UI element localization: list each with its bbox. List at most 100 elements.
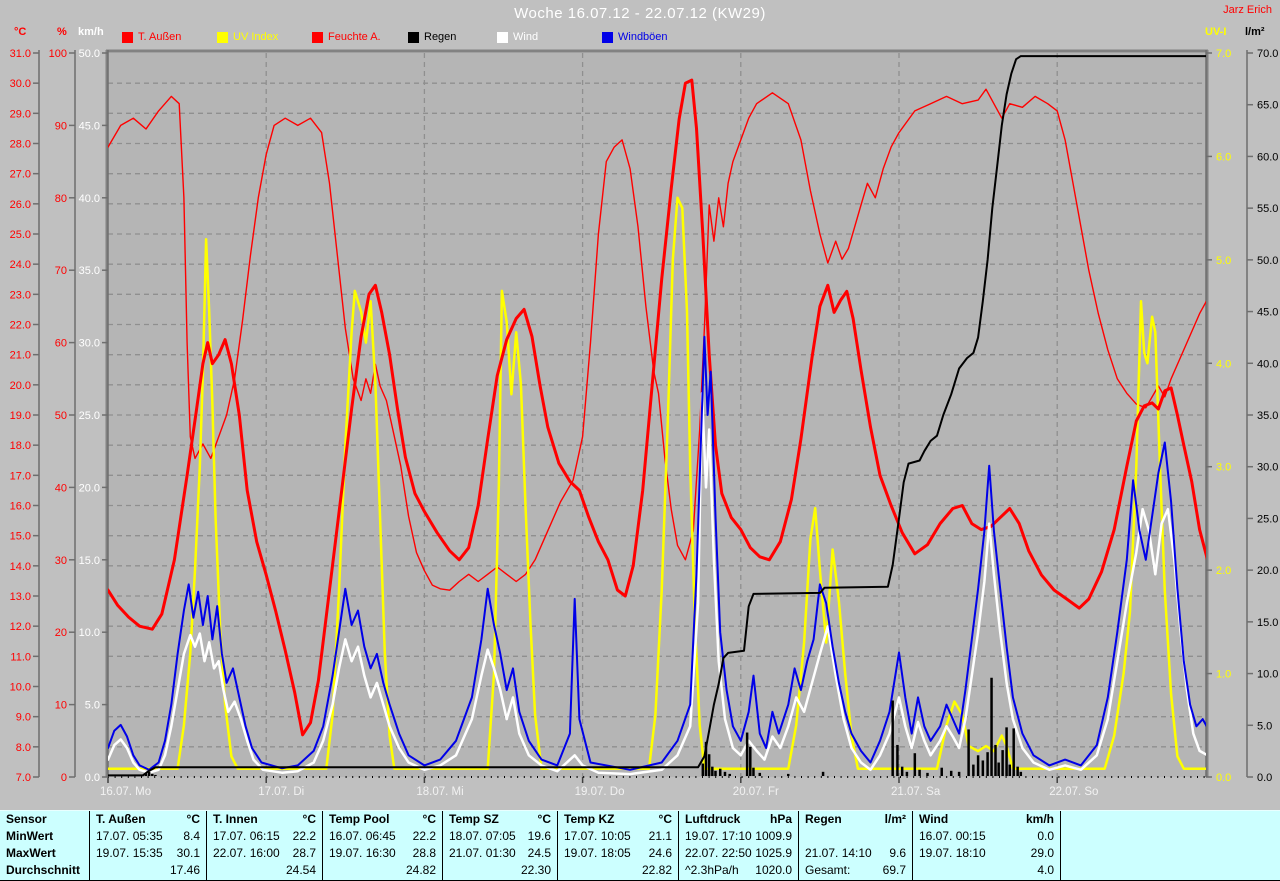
axis-tick-label: 27.0 [10,169,31,181]
series-layer [108,55,1206,777]
table-row-label: Sensor [6,812,47,826]
axis-tick-label: 6.0 [1216,151,1231,163]
x-tick-label: 18.07. Mi [416,786,463,798]
table-row: 22.82 [558,862,678,879]
axis-tick-label: 30.0 [79,338,100,350]
axis-tick-label: 20.0 [10,380,31,392]
axis-tick-label: 19.0 [10,410,31,422]
table-row: MaxWert [0,845,89,862]
table-row: 17.07. 10:05 21.1 [558,828,678,845]
axis-tick-label: 20.0 [1257,565,1278,577]
max-timestamp: 22.07. 16:00 [213,846,280,860]
sensor-unit: °C [658,812,672,826]
legend-item: Regen [408,31,456,43]
axis-tick-label: 18.0 [10,440,31,452]
table-row: 19.07. 18:10 29.0 [913,845,1060,862]
axis-tick-label: 1.0 [1216,669,1231,681]
axis-percent: 0 10 20 30 40 50 60 70 80 90 100 [49,48,76,784]
axis-tick-label: 0.0 [1216,772,1231,784]
axis-tick-label: 10.0 [1257,669,1278,681]
axis-uv: 0.0 1.0 2.0 3.0 4.0 5.0 6.0 7.0 [1205,48,1231,784]
axis-tick-label: 3.0 [1216,462,1231,474]
axis-tick-label: 30 [55,555,67,567]
legend-item: UV Index [217,31,278,43]
min-timestamp: 17.07. 05:35 [96,829,163,843]
avg-value: 22.82 [641,863,672,877]
table-column: Temp KZ °C 17.07. 10:05 21.1 19.07. 18:05 24.… [557,811,678,880]
axis-unit-percent: % [57,26,67,38]
max-value: 24.5 [527,846,551,860]
axis-tick-label: 10.0 [10,682,31,694]
table-column: Regen l/m² 21.07. 14:10 9.6 Gesamt: 69.7 [798,811,912,880]
table-row: Regen l/m² [799,811,912,828]
series-feuchte-a- [108,88,1206,591]
avg-value: 22.30 [520,863,551,877]
table-row: 16.07. 00:15 0.0 [913,828,1060,845]
x-tick-label: 19.07. Do [575,786,625,798]
axis-tick-label: 40.0 [1257,358,1278,370]
min-value: 21.1 [648,829,672,843]
axis-tick-label: 55.0 [1257,203,1278,215]
axis-lm2: 0.0 5.0 10.0 15.0 20.0 25.0 30.0 35.0 40.0 45.0 50… [1246,48,1278,784]
table-row: 17.46 [90,862,206,879]
min-timestamp: 17.07. 10:05 [564,829,631,843]
legend-label: Wind [513,31,539,43]
axis-tick-label: 5.0 [85,700,100,712]
legend-swatch-icon [602,31,613,43]
table-column: T. Innen °C 17.07. 06:15 22.2 22.07. 16:00 28… [206,811,322,880]
min-value: 0.0 [1037,829,1054,843]
legend-swatch-icon [497,31,508,43]
axis-tick-label: 23.0 [10,289,31,301]
series-windböen [108,335,1206,771]
axis-tick-label: 20.0 [79,482,100,494]
sensor-name: Temp SZ [449,812,499,826]
gridlines [108,53,1206,777]
axis-kmh: 0.0 5.0 10.0 15.0 20.0 25.0 30.0 35.0 40.0 45.0 50… [79,48,109,784]
table-row: 22.30 [443,862,557,879]
max-value: 29.0 [1030,846,1054,860]
axis-tick-label: 90 [55,120,67,132]
axis-tick-label: 26.0 [10,199,31,211]
axis-tick-label: 40 [55,482,67,494]
axis-tick-label: 25.0 [79,410,100,422]
table-row: 16.07. 06:45 22.2 [323,828,442,845]
sensor-name: Temp Pool [329,812,390,826]
sensor-unit: km/h [1025,812,1054,826]
max-timestamp: 19.07. 15:35 [96,846,163,860]
sensor-name: T. Außen [96,812,146,826]
table-row-label: Durchschnitt [6,863,81,877]
axis-tick-label: 100 [49,48,67,60]
avg-value: 69.7 [882,863,906,877]
axis-tick-label: 5.0 [1257,720,1272,732]
table-row: 17.07. 05:35 8.4 [90,828,206,845]
table-row: 22.07. 16:00 28.7 [207,845,322,862]
sensor-unit: °C [302,812,316,826]
axis-tick-label: 45.0 [1257,307,1278,319]
sensor-unit: °C [537,812,551,826]
axis-tick-label: 8.0 [16,742,31,754]
table-column: Luftdruck hPa 19.07. 17:10 1009.9 22.07. 22:… [678,811,798,880]
table-row: 19.07. 18:05 24.6 [558,845,678,862]
axis-tick-label: 40.0 [79,193,100,205]
axis-unit-uv: UV-I [1205,26,1227,38]
axis-tick-label: 15.0 [10,531,31,543]
max-value: 24.6 [648,846,672,860]
axis-tick-label: 35.0 [79,265,100,277]
table-row: Temp SZ °C [443,811,557,828]
plot-frame [105,49,1209,777]
legend-item: Feuchte A. [312,31,381,43]
axis-unit-celsius: °C [14,26,27,38]
axis-tick-label: 13.0 [10,591,31,603]
avg-label: ^2.3hPa/h [685,863,739,877]
min-timestamp: 16.07. 06:45 [329,829,396,843]
legend-swatch-icon [122,31,133,43]
table-row: 17.07. 06:15 22.2 [207,828,322,845]
axis-tick-label: 80 [55,193,67,205]
table-row: 19.07. 17:10 1009.9 [679,828,798,845]
max-timestamp: 21.07. 01:30 [449,846,516,860]
stats-table: Sensor MinWert MaxWert Durchschnitt T. Außen… [0,810,1280,881]
legend-swatch-icon [217,31,228,43]
avg-value: 24.54 [285,863,316,877]
min-timestamp: 18.07. 07:05 [449,829,516,843]
